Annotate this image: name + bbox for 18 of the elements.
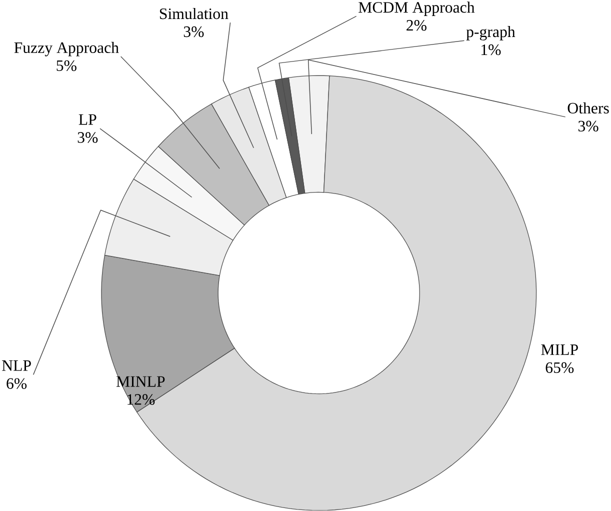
slice-label: NLP	[2, 360, 31, 371]
data-label: 1%	[482, 44, 501, 56]
slice-label: MINLP	[116, 376, 165, 387]
data-label: 65%	[546, 362, 574, 374]
data-label: 3%	[184, 26, 204, 38]
slice-label: MILP	[541, 344, 578, 355]
data-label: 6%	[6, 378, 27, 390]
data-label: 3%	[578, 120, 598, 132]
data-label: 5%	[56, 60, 76, 72]
data-label: 12%	[128, 394, 155, 405]
slice-label: MCDM Approach	[358, 2, 475, 16]
slice-label: Fuzzy Approach	[14, 42, 119, 56]
slice-label: Simulation	[160, 8, 228, 20]
data-label: 3%	[78, 132, 98, 143]
data-label: 2%	[406, 20, 426, 31]
slice-label: p-graph	[466, 26, 516, 41]
slice-label: Others	[568, 102, 609, 114]
slice-label: LP	[78, 114, 96, 125]
